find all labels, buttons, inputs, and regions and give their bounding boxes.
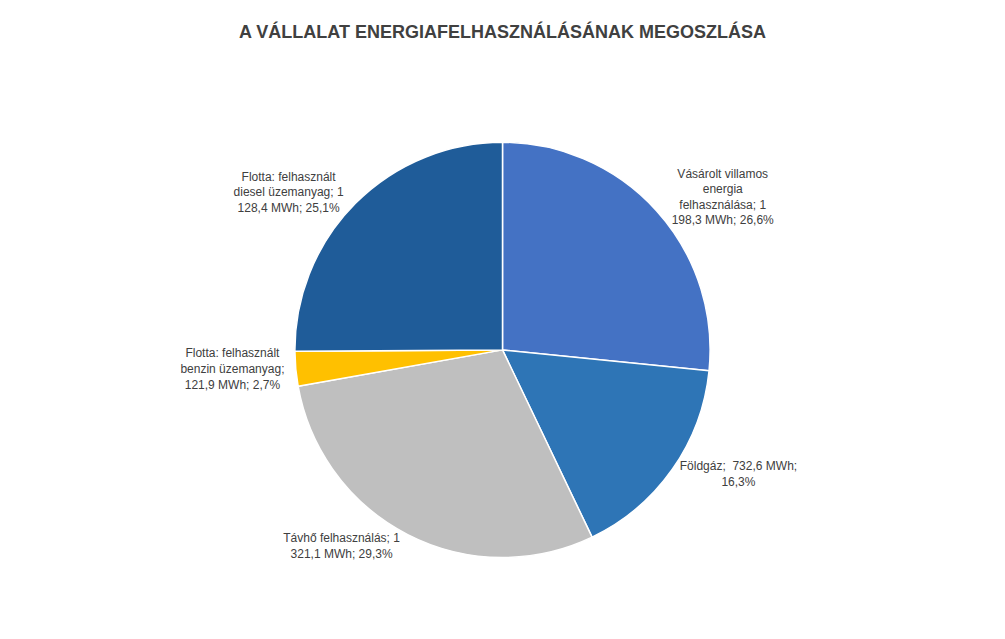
svg-text:Flotta: felhasználtbenzin üzem: Flotta: felhasználtbenzin üzemanyag;121,…: [180, 346, 284, 391]
svg-text:A VÁLLALAT ENERGIAFELHASZNÁLÁS: A VÁLLALAT ENERGIAFELHASZNÁLÁSÁNAK MEGOS…: [239, 21, 766, 42]
svg-text:Földgáz; 732,6 MWh;16,3%: Földgáz; 732,6 MWh;16,3%: [680, 459, 797, 489]
svg-text:Vásárolt villamosenergiafelhas: Vásárolt villamosenergiafelhasználása; 1…: [672, 167, 774, 228]
svg-text:Flotta: felhasználtdiesel üzem: Flotta: felhasználtdiesel üzemanyag; 112…: [234, 170, 344, 215]
svg-text:Távhő felhasználás; 1321,1 MWh: Távhő felhasználás; 1321,1 MWh; 29,3%: [283, 531, 400, 561]
